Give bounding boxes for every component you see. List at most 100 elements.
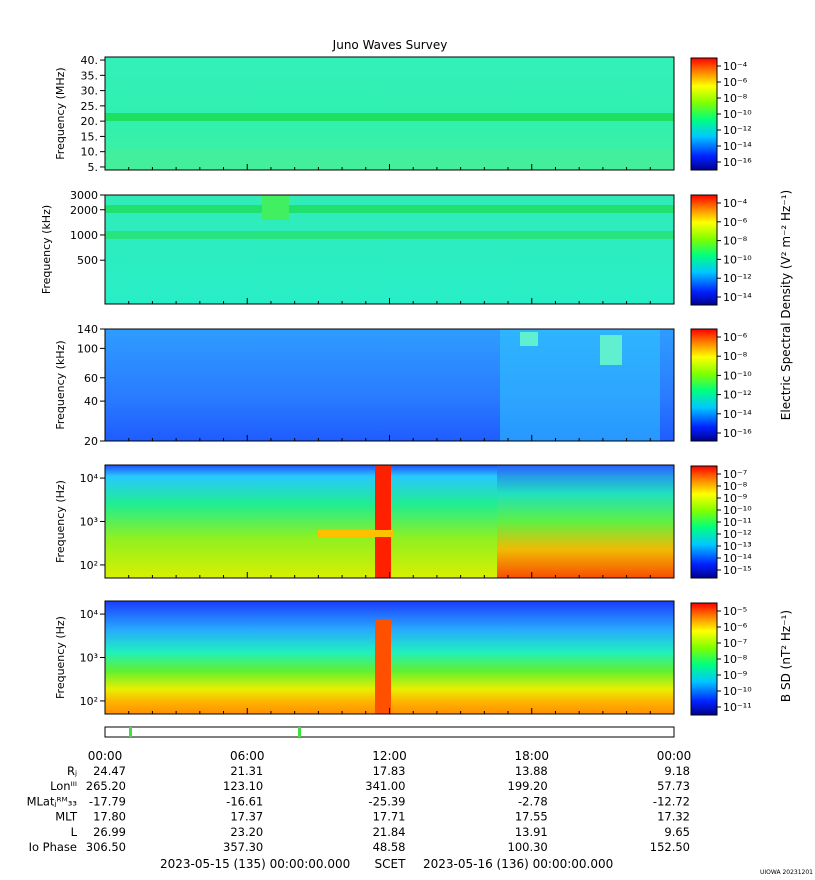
colorbar-4 [690, 465, 718, 579]
panel-4 [104, 464, 675, 579]
ephemeris-value: 17.55 [515, 810, 548, 824]
y-tick-label: 25. [81, 100, 99, 113]
figure-title: Juno Waves Survey [332, 38, 448, 52]
panel-5-burst [375, 620, 391, 714]
ephemeris-value: 199.20 [508, 779, 548, 793]
y-tick-label: 10⁴ [80, 608, 99, 621]
y-tick-label: 10⁴ [80, 472, 99, 485]
panel-1-emission-band [105, 113, 674, 121]
time-tick-label: 00:00 [88, 749, 123, 763]
ephemeris-label: MLatⱼᴿᴹ₃₃ [27, 794, 78, 808]
colorbar-tick-label: 10⁻⁶ [723, 216, 748, 229]
ephemeris-value: 24.47 [93, 764, 126, 778]
colorbar-tick-label: 10⁻¹² [723, 124, 752, 137]
ephemeris-value: 17.83 [373, 764, 406, 778]
y-axis-label: Frequency (Hz) [54, 480, 67, 563]
y-tick-label: 20. [81, 115, 99, 128]
y-tick-label: 30. [81, 85, 99, 98]
colorbar-tick-label: 10⁻⁴ [723, 197, 748, 210]
ephemeris-value: 123.10 [223, 779, 263, 793]
y-tick-label: 15. [81, 130, 99, 143]
y-tick-label: 10. [81, 146, 99, 159]
y-axis-label: Frequency (Hz) [54, 616, 67, 699]
time-tick-label: 18:00 [514, 749, 549, 763]
ephemeris-value: 13.91 [515, 825, 548, 839]
ephemeris-value: 9.65 [664, 825, 690, 839]
colorbar-2 [690, 194, 718, 306]
colorbar-tick-label: 10⁻¹³ [723, 540, 752, 553]
ephemeris-value: 341.00 [365, 779, 405, 793]
ephemeris-label: Rⱼ [67, 764, 77, 778]
footer-end-time: 2023-05-16 (136) 00:00:00.000 [423, 857, 613, 871]
colorbar-tick-label: 10⁻¹⁰ [723, 369, 752, 382]
colorbar-tick-label: 10⁻⁷ [723, 637, 747, 650]
ephemeris-value: 57.73 [657, 779, 690, 793]
colorbar-tick-label: 10⁻⁵ [723, 605, 747, 618]
colorbar-5 [690, 602, 718, 716]
ephemeris-value: 17.71 [373, 810, 406, 824]
panel-3 [104, 328, 675, 442]
ephemeris-label: MLT [55, 810, 78, 824]
colorbar-tick-label: 10⁻¹⁰ [723, 685, 752, 698]
colorbar-1 [690, 57, 718, 171]
footer-scet: SCET [375, 857, 407, 871]
ephemeris-value: 17.32 [657, 810, 690, 824]
panel-3-emission [500, 329, 660, 441]
ephemeris-value: 17.80 [93, 810, 126, 824]
colorbar-tick-label: 10⁻¹⁶ [723, 427, 752, 440]
panel-1 [104, 56, 675, 171]
colorbar-tick-label: 10⁻⁶ [723, 331, 748, 344]
panel-2-spectrogram [105, 195, 674, 304]
colorbar-tick-label: 10⁻¹¹ [723, 516, 752, 529]
y-tick-label: 1000 [70, 229, 98, 242]
panel-4-late-emission [497, 465, 674, 578]
electric-colorbar-label: Electric Spectral Density (V² m⁻² Hz⁻¹) [779, 190, 793, 420]
ephemeris-value: 265.20 [86, 779, 126, 793]
y-axis-label: Frequency (kHz) [54, 340, 67, 429]
magnetic-colorbar-label: B SD (nT² Hz⁻¹) [779, 610, 793, 702]
colorbar-tick-label: 10⁻⁸ [723, 653, 748, 666]
colorbar-tick-label: 10⁻⁸ [723, 480, 748, 493]
colorbar-tick-label: 10⁻⁴ [723, 60, 748, 73]
ephemeris-label: L [71, 825, 78, 839]
y-axis-label: Frequency (kHz) [40, 205, 53, 294]
colorbar-tick-label: 10⁻⁹ [723, 492, 747, 505]
ephemeris-value: 357.30 [223, 840, 263, 854]
timeline-marker [298, 727, 301, 737]
y-tick-label: 10² [80, 695, 98, 708]
y-tick-label: 140 [77, 323, 98, 336]
colorbar-3 [690, 328, 718, 442]
ephemeris-value: 100.30 [508, 840, 548, 854]
colorbar-tick-label: 10⁻¹⁴ [723, 552, 752, 565]
panel-3-bright-feature-2 [600, 335, 622, 365]
colorbar-tick-label: 10⁻⁶ [723, 76, 748, 89]
ephemeris-value: -17.79 [89, 794, 126, 808]
y-tick-label: 20 [84, 435, 98, 448]
ephemeris-value: 48.58 [373, 840, 406, 854]
y-tick-label: 100 [77, 342, 98, 355]
ephemeris-value: 23.20 [230, 825, 263, 839]
timeline-strip [104, 726, 675, 738]
colorbar-tick-label: 10⁻¹⁴ [723, 140, 752, 153]
y-tick-label: 10³ [80, 516, 98, 529]
panel-4-burst [375, 465, 391, 578]
panel-2 [104, 194, 675, 305]
ephemeris-value: 9.18 [664, 764, 690, 778]
colorbar-tick-label: 10⁻¹⁴ [723, 408, 752, 421]
colorbar-tick-label: 10⁻⁹ [723, 669, 747, 682]
colorbar-tick-label: 10⁻¹⁴ [723, 291, 752, 304]
colorbar-tick-label: 10⁻⁸ [723, 92, 748, 105]
colorbar-tick-label: 10⁻¹² [723, 389, 752, 402]
y-tick-label: 2000 [70, 204, 98, 217]
ephemeris-value: -16.61 [226, 794, 263, 808]
time-tick-label: 12:00 [372, 749, 407, 763]
time-tick-label: 00:00 [657, 749, 692, 763]
colorbar-tick-label: 10⁻¹⁶ [723, 156, 752, 169]
ephemeris-value: 26.99 [93, 825, 126, 839]
y-tick-label: 60 [84, 372, 98, 385]
ephemeris-value: 13.88 [515, 764, 548, 778]
colorbar-tick-label: 10⁻¹⁰ [723, 253, 752, 266]
time-tick-label: 06:00 [230, 749, 265, 763]
y-tick-label: 40 [84, 395, 98, 408]
ephemeris-label: Io Phase [29, 840, 77, 854]
